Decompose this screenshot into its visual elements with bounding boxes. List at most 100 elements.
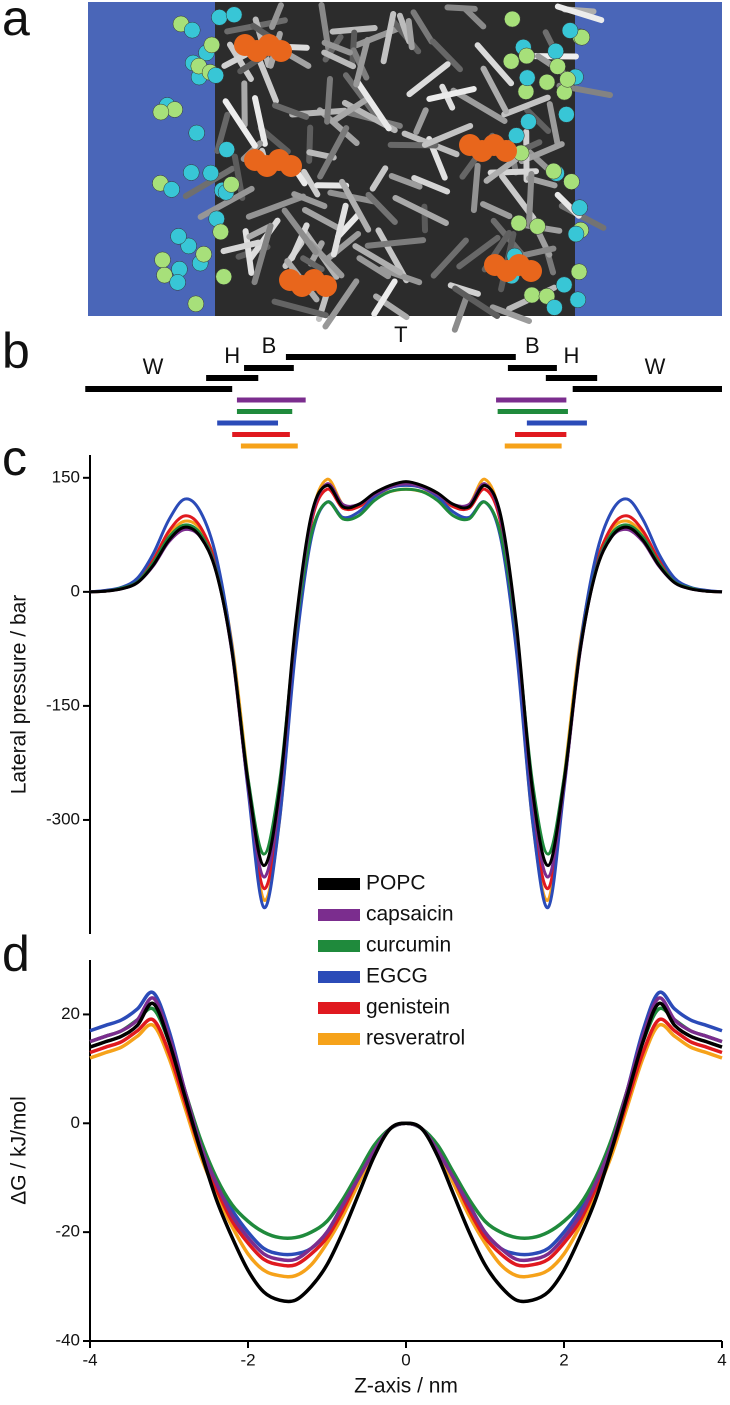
- lipid-chain: [413, 107, 429, 135]
- headgroup: [518, 47, 535, 65]
- legend-swatch: [318, 878, 360, 890]
- y-tick-label: -20: [55, 1222, 80, 1241]
- lipid-chain: [281, 207, 319, 256]
- headgroup: [570, 263, 588, 280]
- headgroup: [538, 73, 556, 91]
- headgroup: [547, 43, 564, 60]
- headgroup: [518, 69, 536, 87]
- lipid-chain: [364, 237, 427, 249]
- headgroup: [567, 225, 585, 243]
- lipid-chain: [474, 42, 515, 87]
- lipid-chain: [483, 156, 520, 184]
- legend-swatch: [318, 909, 360, 921]
- legend-swatch: [318, 971, 360, 983]
- headgroup: [187, 295, 205, 313]
- x-tick-label: 0: [401, 1350, 410, 1369]
- headgroup: [508, 127, 525, 144]
- line-series: [89, 483, 723, 909]
- lipid-chain: [410, 9, 435, 45]
- legend-label: resveratrol: [366, 1027, 465, 1050]
- lipid-chain: [349, 29, 358, 66]
- x-tick-label: 2: [559, 1350, 568, 1369]
- lipid-chain: [288, 222, 310, 262]
- lipid-chain: [317, 125, 350, 180]
- solute: [280, 155, 302, 177]
- lipid-chain: [388, 173, 423, 190]
- lipid-chain: [452, 285, 501, 319]
- lipid-chain: [546, 101, 561, 147]
- lipid-chain: [321, 39, 353, 56]
- headgroup: [520, 113, 537, 130]
- headgroup: [218, 141, 235, 158]
- lipid-chain: [301, 168, 321, 198]
- headgroup: [569, 291, 587, 308]
- lipid-chain: [450, 87, 508, 124]
- legend-label: capsaicin: [366, 903, 454, 926]
- region-label: H: [224, 343, 240, 368]
- headgroup: [163, 181, 180, 198]
- panel-label: d: [2, 926, 30, 982]
- region-label: W: [645, 354, 666, 379]
- y-tick-label: 0: [71, 1113, 80, 1132]
- headgroup: [529, 218, 546, 235]
- lipid-chain: [220, 239, 262, 255]
- lipid-chain: [392, 194, 449, 226]
- headgroup: [207, 67, 224, 84]
- lipid-chain: [246, 224, 272, 240]
- line-series: [89, 1022, 723, 1279]
- lipid-chain: [369, 165, 389, 192]
- y-axis-title: ΔG / kJ/mol: [8, 1096, 31, 1205]
- lipid-chain: [480, 201, 513, 220]
- y-tick-label: 0: [71, 581, 80, 600]
- headgroup: [523, 286, 541, 304]
- lipid-chain: [524, 107, 552, 134]
- headgroup: [549, 58, 566, 75]
- solute: [520, 260, 542, 282]
- lipid-chain: [222, 98, 258, 149]
- lipid-chain: [252, 95, 268, 147]
- region-label: H: [564, 343, 580, 368]
- simulation-snapshot: [88, 2, 722, 333]
- panel-label: b: [2, 323, 30, 379]
- lipid-chain: [356, 255, 392, 280]
- headgroup: [563, 173, 580, 190]
- lipid-chain: [462, 6, 487, 30]
- lipid-chain: [330, 97, 369, 125]
- headgroup: [170, 228, 187, 245]
- line-series: [89, 487, 723, 856]
- lipid-chain: [426, 86, 477, 102]
- y-tick-label: 150: [52, 467, 80, 486]
- legend-swatch: [318, 940, 360, 952]
- headgroup: [555, 276, 573, 294]
- headgroup: [152, 103, 170, 121]
- headgroup: [211, 9, 228, 26]
- line-series: [89, 1001, 723, 1304]
- headgroup: [188, 124, 205, 142]
- panel-label: c: [2, 430, 27, 486]
- lipid-chain: [306, 124, 314, 164]
- headgroup: [212, 223, 229, 241]
- headgroup: [545, 162, 562, 180]
- line-series: [89, 482, 723, 879]
- headgroup: [225, 6, 243, 23]
- lipid-chain: [429, 38, 463, 73]
- lipid-chain: [226, 41, 254, 82]
- headgroup: [183, 164, 200, 181]
- lipid-chain: [554, 3, 605, 24]
- y-tick-label: -150: [46, 695, 80, 714]
- lipid-chain: [480, 65, 510, 115]
- lipid-chain: [214, 111, 231, 155]
- solute: [270, 40, 292, 62]
- headgroup: [215, 268, 233, 285]
- lipid-chain: [291, 191, 328, 210]
- headgroup: [558, 106, 575, 123]
- lipid-chain: [322, 278, 360, 330]
- lipid-chain: [353, 37, 371, 88]
- lipid-chain: [470, 162, 481, 214]
- y-axis-title: Lateral pressure / bar: [8, 595, 31, 795]
- headgroup: [154, 251, 171, 269]
- x-tick-label: -4: [82, 1350, 97, 1369]
- lipid-chain: [451, 295, 470, 333]
- region-label: B: [525, 333, 540, 358]
- region-label: B: [262, 333, 277, 358]
